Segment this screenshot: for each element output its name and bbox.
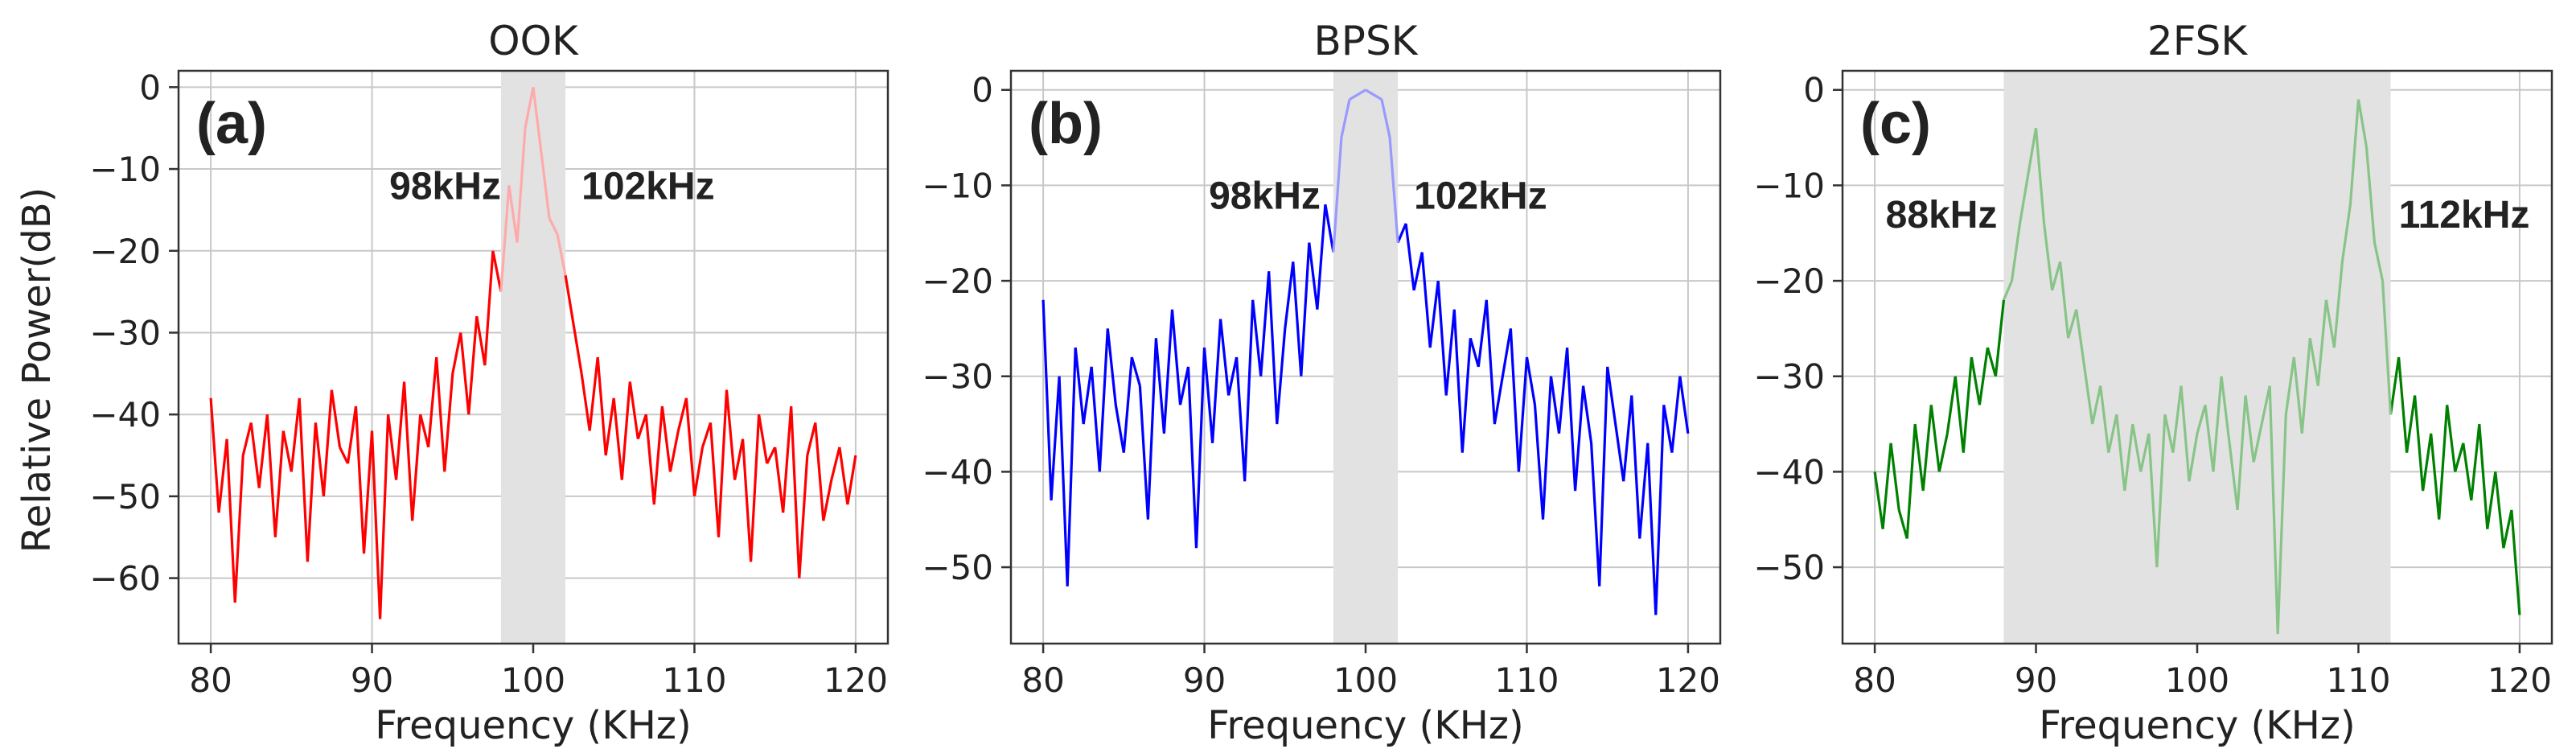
series-line-bpsk (1041, 204, 1690, 615)
x-tick-label: 120 (2488, 660, 2552, 700)
frequency-annotation: 98kHz (1209, 175, 1321, 217)
series-line-in-band-bpsk (1332, 88, 1399, 253)
y-tick-label: −10 (89, 150, 161, 189)
x-axis-label: Frequency (KHz) (1207, 703, 1523, 748)
chart-panel-1: 80 90 100 110 120 0 −10 −20 −30 −40 −50 −60 OOK Frequ… (89, 18, 889, 748)
highlight-band (1333, 71, 1399, 644)
x-tick-label: 90 (351, 660, 393, 700)
y-tick-label: −10 (1753, 166, 1825, 205)
x-tick-label: 110 (1494, 660, 1559, 700)
x-tick-label: 100 (1333, 660, 1398, 700)
panel-label: (c) (1860, 92, 1931, 156)
y-tick-label: −40 (1753, 452, 1825, 492)
chart-panel-3: 80 90 100 110 120 0 −10 −20 −30 −40 −50 2FSK Frequen… (1753, 18, 2553, 748)
x-tick-label: 100 (501, 660, 565, 700)
x-tick-label: 80 (189, 660, 232, 700)
frequency-annotation: 112kHz (2399, 194, 2530, 237)
y-tick-label: −40 (922, 452, 993, 492)
chart-panel-2: 80 90 100 110 120 0 −10 −20 −30 −40 −50 BPSK Frequen… (922, 18, 1722, 748)
x-tick-label: 120 (1656, 660, 1720, 700)
frequency-annotation: 88kHz (1886, 194, 1998, 237)
y-tick-label: −50 (922, 548, 993, 587)
y-tick-label: −60 (89, 559, 161, 599)
y-tick-label: −40 (89, 395, 161, 434)
y-tick-label: −10 (922, 166, 993, 205)
y-tick-label: 0 (972, 71, 993, 110)
x-tick-label: 110 (2326, 660, 2390, 700)
highlight-band (500, 71, 566, 644)
chart-title: OOK (488, 18, 579, 64)
x-tick-label: 100 (2165, 660, 2229, 700)
y-tick-label: −30 (1753, 357, 1825, 397)
x-tick-label: 120 (824, 660, 888, 700)
y-tick-label: −20 (922, 261, 993, 301)
series-line-in-band-ook (499, 86, 567, 292)
series-line-in-band-2fsk (2003, 99, 2393, 635)
panel-label: (a) (196, 92, 267, 156)
highlight-band (2003, 71, 2391, 644)
series-line-2fsk (1873, 299, 2521, 615)
chart-title: BPSK (1314, 18, 1419, 64)
x-tick-label: 90 (1183, 660, 1226, 700)
x-tick-label: 90 (2015, 660, 2057, 700)
y-tick-label: −50 (1753, 548, 1825, 587)
y-tick-label: 0 (139, 68, 161, 107)
y-axis-label: Relative Power(dB) (14, 187, 60, 553)
y-tick-label: −20 (1753, 261, 1825, 301)
frequency-annotation: 98kHz (389, 165, 501, 208)
series-line-ook (209, 250, 857, 619)
y-tick-label: −30 (922, 357, 993, 397)
y-tick-label: −20 (89, 232, 161, 271)
x-tick-label: 110 (662, 660, 726, 700)
y-tick-label: −30 (89, 313, 161, 352)
chart-title: 2FSK (2147, 18, 2248, 64)
frequency-annotation: 102kHz (581, 165, 714, 208)
x-tick-label: 80 (1021, 660, 1064, 700)
frequency-annotation: 102kHz (1414, 175, 1547, 217)
y-tick-label: −50 (89, 477, 161, 516)
x-axis-label: Frequency (KHz) (2039, 703, 2355, 748)
x-axis-label: Frequency (KHz) (375, 703, 691, 748)
x-tick-label: 80 (1853, 660, 1896, 700)
panel-label: (b) (1029, 92, 1103, 156)
y-tick-label: 0 (1803, 71, 1825, 110)
